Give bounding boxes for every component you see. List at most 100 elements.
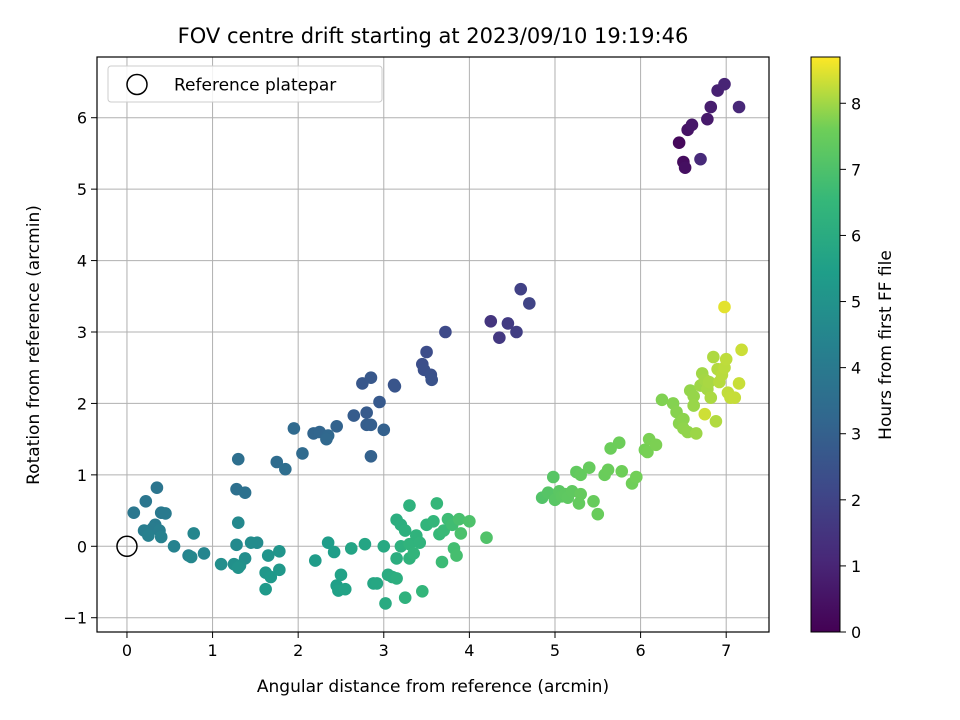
data-point [574,487,587,501]
data-point [287,422,301,435]
colorbar-tick-label: 4 [851,359,861,378]
data-point [159,507,172,520]
data-point [425,373,439,387]
y-tick-label: 6 [77,109,87,128]
data-point [450,549,463,562]
data-point [390,552,403,565]
data-point [244,536,258,550]
data-point [398,591,412,605]
x-tick-label: 7 [721,641,731,660]
data-point [707,350,720,364]
data-point [484,314,498,328]
data-points [116,77,748,610]
data-point [735,343,748,357]
data-point [718,300,731,314]
data-point [687,399,700,412]
data-point [184,550,198,564]
y-axis-label: Rotation from reference (arcmin) [24,205,44,485]
data-point [630,470,643,484]
data-point [615,464,629,478]
data-point [230,538,243,552]
data-point [327,545,341,559]
data-point [677,412,690,426]
data-point [732,100,746,114]
x-tick-label: 6 [635,641,645,660]
colorbar: 0 1 2 3 4 5 6 7 8 Hours from first FF file [810,56,896,642]
colorbar-gradient [810,56,841,633]
data-point [430,497,444,510]
data-point [719,352,733,366]
data-point [398,524,412,537]
data-point [377,539,391,553]
data-point [373,395,386,409]
data-point [574,468,587,482]
data-point [649,438,663,452]
axis-ticks: 0 1 2 3 4 5 6 7 −1 0 1 2 3 4 5 6 [63,109,731,660]
data-point [510,325,523,339]
colorbar-ticks: 0 1 2 3 4 5 6 7 8 [840,94,861,642]
y-tick-label: 2 [77,394,87,413]
data-point [591,507,605,521]
data-point [501,317,515,330]
data-point [452,512,466,526]
data-point [415,584,429,598]
x-tick-label: 1 [207,641,217,660]
data-point [702,375,716,389]
colorbar-tick-label: 3 [851,425,861,444]
colorbar-tick-label: 6 [851,226,861,245]
x-tick-label: 5 [550,641,560,660]
data-point [364,418,378,432]
data-point [704,100,718,114]
data-point [641,445,654,459]
x-tick-label: 2 [293,641,303,660]
y-tick-label: −1 [63,609,87,628]
data-point [308,554,322,567]
data-point [231,561,245,575]
data-point [685,118,699,132]
data-point [612,436,626,450]
plot-area-frame [96,56,770,633]
data-point [261,549,275,562]
legend: Reference platepar [107,65,383,103]
data-point [687,389,700,403]
data-point [435,555,449,569]
legend-box [107,65,383,103]
data-point [167,539,181,553]
data-point [150,481,164,495]
data-point [321,536,335,550]
data-point [330,419,343,433]
data-point [587,494,600,508]
data-point [678,161,692,175]
data-point [197,547,211,560]
y-tick-label: 4 [77,252,87,271]
x-axis-label: Angular distance from reference (arcmin) [257,677,609,697]
data-point [296,447,309,460]
colorbar-tick-label: 2 [851,491,861,510]
data-point [238,486,252,500]
data-point [154,530,168,544]
data-point [390,572,403,585]
data-point [439,325,452,339]
data-point [420,345,433,359]
data-point [231,452,245,466]
legend-marker-icon [126,73,148,96]
data-point [344,542,358,555]
data-point [514,282,528,296]
data-point [454,527,468,540]
data-point [187,527,201,540]
data-point [523,297,536,310]
data-point [364,371,378,385]
data-point [273,544,286,558]
data-point [546,470,560,484]
x-tick-label: 0 [122,641,132,660]
data-point [601,463,615,477]
data-point [358,537,372,551]
data-point [582,461,596,475]
y-tick-label: 3 [77,323,87,342]
data-point [718,77,731,91]
data-point [701,112,714,126]
data-point [732,377,746,390]
data-point [709,414,723,428]
data-point [347,409,361,422]
